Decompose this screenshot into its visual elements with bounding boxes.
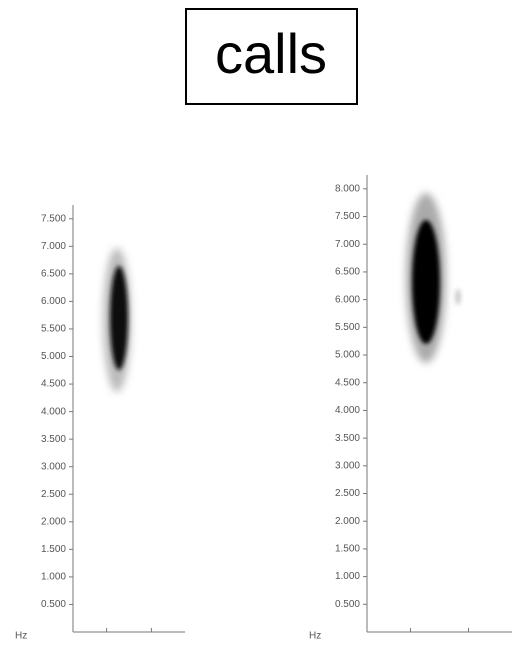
y-tick-label: 7.500: [41, 213, 66, 224]
y-tick-label: 0.500: [41, 599, 66, 610]
title: calls: [215, 22, 327, 85]
y-tick-label: 7.000: [335, 239, 360, 250]
y-tick-label: 1.000: [41, 572, 66, 583]
y-tick-label: 2.500: [335, 488, 360, 499]
y-tick-label: 6.000: [41, 296, 66, 307]
y-tick-label: 3.000: [41, 461, 66, 472]
y-tick-label: 3.500: [335, 433, 360, 444]
y-tick-label: 5.500: [335, 322, 360, 333]
y-tick-label: 6.500: [41, 269, 66, 280]
y-tick-label: 1.500: [335, 544, 360, 555]
y-tick-label: 2.500: [41, 489, 66, 500]
y-tick-label: 3.000: [335, 460, 360, 471]
y-tick-label: 0.500: [335, 599, 360, 610]
y-tick-label: 4.000: [335, 405, 360, 416]
y-tick-label: 4.500: [41, 379, 66, 390]
y-tick-label: 4.500: [335, 377, 360, 388]
y-tick-label: 7.500: [335, 211, 360, 222]
y-tick-label: 2.000: [41, 516, 66, 527]
y-tick-label: 5.000: [335, 350, 360, 361]
y-tick-label: 5.000: [41, 351, 66, 362]
y-tick-label: 3.500: [41, 434, 66, 445]
y-tick-label: 1.000: [335, 571, 360, 582]
y-tick-label: 4.000: [41, 406, 66, 417]
y-tick-label: 6.000: [335, 294, 360, 305]
y-tick-label: 5.500: [41, 324, 66, 335]
y-tick-label: 2.000: [335, 516, 360, 527]
y-tick-label: 8.000: [335, 183, 360, 194]
y-tick-label: 1.500: [41, 544, 66, 555]
spectrogram-left: [103, 248, 131, 392]
y-tick-label: 7.000: [41, 241, 66, 252]
title-box: [185, 8, 358, 105]
y-axis-label: Hz: [15, 631, 27, 642]
spectrogram-right: [406, 193, 461, 363]
y-tick-label: 6.500: [335, 267, 360, 278]
y-axis-label: Hz: [309, 631, 321, 642]
